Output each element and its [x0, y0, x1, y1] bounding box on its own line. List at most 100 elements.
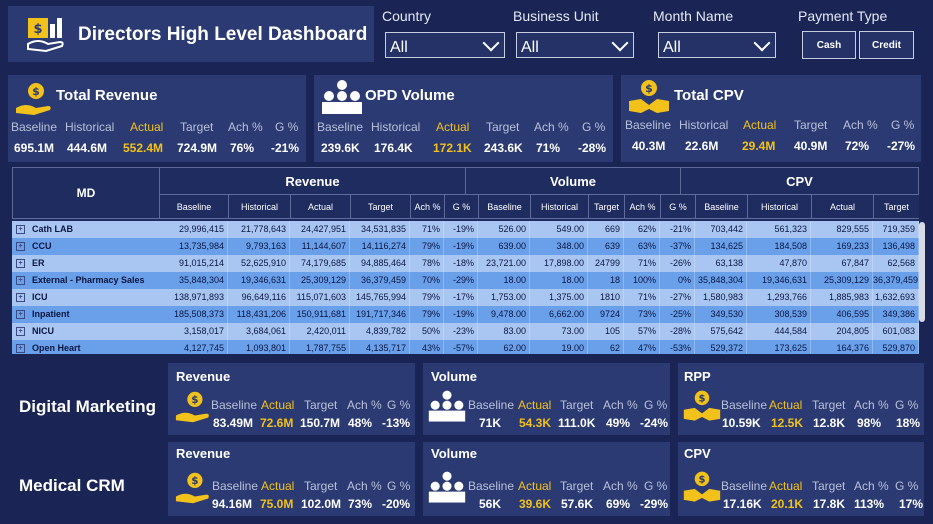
- baseline-value: 695.1M: [14, 141, 55, 155]
- table-cell: 9,478.00: [478, 306, 530, 323]
- subheader-11[interactable]: Baseline: [695, 194, 748, 219]
- table-cell: 94,885,464: [350, 255, 410, 272]
- table-cell: 43%: [410, 340, 444, 354]
- expand-icon[interactable]: +: [16, 276, 25, 285]
- table-cell: 549.00: [530, 221, 588, 238]
- md-label: ER: [32, 258, 45, 268]
- svg-text:$: $: [191, 394, 198, 406]
- md-label: ICU: [32, 292, 48, 302]
- subheader-1[interactable]: Historical: [228, 194, 291, 219]
- table-row[interactable]: + External - Pharmacy Sales 35,848,304 19,3…: [12, 272, 919, 289]
- kpi-title: OPD Volume: [365, 87, 455, 104]
- table-cell: 349,386: [873, 306, 919, 323]
- subheader-12[interactable]: Historical: [747, 194, 812, 219]
- ach-value: 73%: [348, 497, 373, 511]
- md-label: NICU: [32, 326, 54, 336]
- baseline-value: 239.6K: [321, 141, 360, 155]
- table-cell: 14,116,274: [350, 238, 410, 255]
- table-cell: 62,568: [873, 255, 919, 272]
- table-scrollbar[interactable]: [919, 222, 925, 322]
- volume-group-header: Volume: [465, 167, 681, 195]
- md-label: External - Pharmacy Sales: [32, 275, 145, 285]
- subheader-14[interactable]: Target: [873, 194, 919, 219]
- g-value: -29%: [640, 497, 669, 511]
- table-cell: 138,971,893: [159, 289, 228, 306]
- table-row[interactable]: + CCU 13,735,984 9,793,163 11,144,607 14,116,…: [12, 238, 919, 255]
- subheader-6[interactable]: Baseline: [478, 194, 531, 219]
- expand-icon[interactable]: +: [16, 344, 25, 353]
- expand-icon[interactable]: +: [16, 310, 25, 319]
- actual-value: 39.6K: [519, 497, 552, 511]
- table-cell: 9724: [588, 306, 624, 323]
- table-cell: 2,420,011: [290, 323, 350, 340]
- table-cell: 47%: [624, 340, 660, 354]
- subheader-0[interactable]: Baseline: [159, 194, 229, 219]
- historical-value: 176.4K: [374, 141, 413, 155]
- md-cell: + ER: [12, 255, 159, 272]
- table-cell: 9,793,163: [228, 238, 290, 255]
- month-dropdown[interactable]: All: [658, 32, 776, 58]
- g-label: G %: [275, 120, 299, 134]
- md-column-header[interactable]: MD: [12, 167, 160, 219]
- table-cell: 67,847: [811, 255, 873, 272]
- ach-value: 69%: [606, 497, 631, 511]
- actual-label: Actual: [518, 398, 552, 412]
- table-cell: 18: [588, 272, 624, 289]
- digital-marketing-label: Digital Marketing: [19, 397, 156, 416]
- table-cell: 19,346,631: [747, 272, 811, 289]
- table-cell: 1,580,983: [695, 289, 747, 306]
- table-cell: 62%: [624, 221, 660, 238]
- subheader-8[interactable]: Target: [588, 194, 625, 219]
- table-cell: 150,911,681: [290, 306, 350, 323]
- table-row[interactable]: + ER 91,015,214 52,625,910 74,179,685 94,885,…: [12, 255, 919, 272]
- payment-credit-button[interactable]: Credit: [859, 31, 914, 59]
- country-dropdown[interactable]: All: [385, 32, 505, 58]
- table-cell: 145,765,994: [350, 289, 410, 306]
- expand-icon[interactable]: +: [16, 225, 25, 234]
- table-row[interactable]: + NICU 3,158,017 3,684,061 2,420,011 4,839,78…: [12, 323, 919, 340]
- subheader-2[interactable]: Actual: [290, 194, 351, 219]
- target-value: 243.6K: [484, 141, 523, 155]
- subheader-9[interactable]: Ach %: [624, 194, 661, 219]
- table-cell: 639: [588, 238, 624, 255]
- target-label: Target: [794, 118, 828, 132]
- table-row[interactable]: + ICU 138,971,893 96,649,116 115,071,603 145,…: [12, 289, 919, 306]
- page-title: Directors High Level Dashboard: [78, 24, 368, 45]
- expand-icon[interactable]: +: [16, 293, 25, 302]
- expand-icon[interactable]: +: [16, 327, 25, 336]
- ach-label: Ach %: [347, 479, 382, 493]
- table-cell: 73%: [624, 306, 660, 323]
- subheader-13[interactable]: Actual: [811, 194, 874, 219]
- baseline-label: Baseline: [468, 479, 515, 493]
- subheader-5[interactable]: G %: [444, 194, 479, 219]
- card-title: Volume: [431, 369, 477, 384]
- ach-label: Ach %: [843, 118, 878, 132]
- md-cell: + Open Heart: [12, 340, 159, 354]
- business-unit-dropdown[interactable]: All: [516, 32, 634, 58]
- table-row[interactable]: + Inpatient 185,508,373 118,431,206 150,911,…: [12, 306, 919, 323]
- ach-value: 49%: [606, 416, 631, 430]
- table-cell: 1,293,766: [747, 289, 811, 306]
- subheader-3[interactable]: Target: [350, 194, 411, 219]
- chevron-down-icon: [611, 34, 629, 52]
- table-row[interactable]: + Open Heart 4,127,745 1,093,801 1,787,755 4,…: [12, 340, 919, 354]
- chevron-down-icon: [482, 34, 500, 52]
- subheader-4[interactable]: Ach %: [410, 194, 445, 219]
- subheader-10[interactable]: G %: [660, 194, 696, 219]
- target-label: Target: [180, 120, 214, 134]
- payment-cash-button[interactable]: Cash: [802, 31, 856, 59]
- baseline-label: Baseline: [317, 120, 364, 134]
- g-label: G %: [387, 398, 411, 412]
- subheader-7[interactable]: Historical: [530, 194, 589, 219]
- table-row[interactable]: + Cath LAB 29,996,415 21,778,643 24,427,951 3…: [12, 221, 919, 238]
- dm-rpp-card: RPP $ Baseline Actual Target Ach % G % 1…: [678, 363, 924, 435]
- table-cell: 444,584: [747, 323, 811, 340]
- table-cell: 78%: [410, 255, 444, 272]
- ach-label: Ach %: [603, 479, 638, 493]
- money-hand-icon: $: [27, 18, 64, 53]
- expand-icon[interactable]: +: [16, 259, 25, 268]
- table-cell: -23%: [444, 323, 478, 340]
- expand-icon[interactable]: +: [16, 242, 25, 251]
- table-cell: 35,848,304: [159, 272, 228, 289]
- month-dropdown-value: All: [663, 39, 681, 56]
